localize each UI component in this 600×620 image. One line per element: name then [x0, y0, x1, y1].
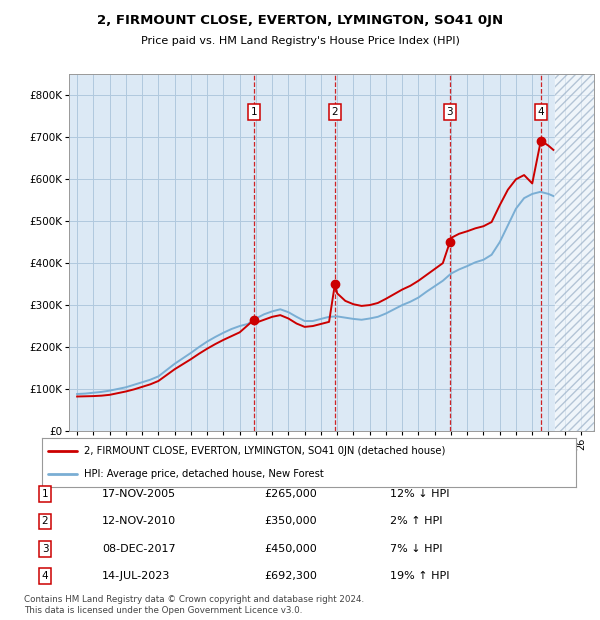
- Text: 4: 4: [41, 571, 49, 581]
- Text: HPI: Average price, detached house, New Forest: HPI: Average price, detached house, New …: [83, 469, 323, 479]
- Bar: [555, 74, 594, 431]
- Text: 1: 1: [41, 489, 49, 499]
- Text: 2: 2: [332, 107, 338, 117]
- Text: This data is licensed under the Open Government Licence v3.0.: This data is licensed under the Open Gov…: [24, 606, 302, 615]
- Text: Contains HM Land Registry data © Crown copyright and database right 2024.: Contains HM Land Registry data © Crown c…: [24, 595, 364, 604]
- Text: 12% ↓ HPI: 12% ↓ HPI: [390, 489, 449, 499]
- Text: 2% ↑ HPI: 2% ↑ HPI: [390, 516, 443, 526]
- Text: 19% ↑ HPI: 19% ↑ HPI: [390, 571, 449, 581]
- Text: 4: 4: [538, 107, 544, 117]
- Text: 17-NOV-2005: 17-NOV-2005: [102, 489, 176, 499]
- Text: £265,000: £265,000: [264, 489, 317, 499]
- Text: £350,000: £350,000: [264, 516, 317, 526]
- Text: 12-NOV-2010: 12-NOV-2010: [102, 516, 176, 526]
- Text: 14-JUL-2023: 14-JUL-2023: [102, 571, 170, 581]
- Text: 08-DEC-2017: 08-DEC-2017: [102, 544, 176, 554]
- Text: £450,000: £450,000: [264, 544, 317, 554]
- Text: 1: 1: [251, 107, 257, 117]
- Text: Price paid vs. HM Land Registry's House Price Index (HPI): Price paid vs. HM Land Registry's House …: [140, 36, 460, 46]
- Text: 2, FIRMOUNT CLOSE, EVERTON, LYMINGTON, SO41 0JN (detached house): 2, FIRMOUNT CLOSE, EVERTON, LYMINGTON, S…: [83, 446, 445, 456]
- Bar: [555, 74, 594, 431]
- Text: 2, FIRMOUNT CLOSE, EVERTON, LYMINGTON, SO41 0JN: 2, FIRMOUNT CLOSE, EVERTON, LYMINGTON, S…: [97, 14, 503, 27]
- Text: £692,300: £692,300: [264, 571, 317, 581]
- Text: 2: 2: [41, 516, 49, 526]
- Text: 3: 3: [41, 544, 49, 554]
- Text: 3: 3: [446, 107, 453, 117]
- Text: 7% ↓ HPI: 7% ↓ HPI: [390, 544, 443, 554]
